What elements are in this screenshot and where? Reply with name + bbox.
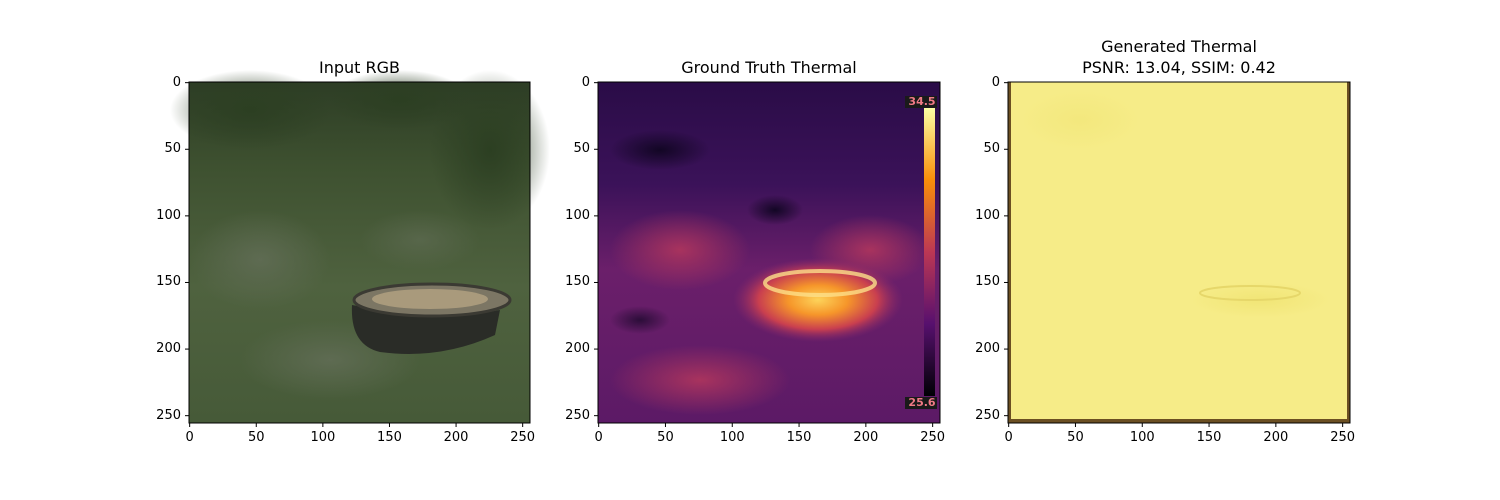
x-tick-label: 100	[1129, 430, 1155, 445]
y-tick-label: 250	[156, 407, 181, 423]
y-tick-label: 150	[975, 274, 1000, 290]
hot-stump-region	[733, 258, 903, 342]
y-tick-label: 0	[172, 74, 181, 90]
y-tick-label: 200	[975, 341, 1000, 357]
y-tick-label: 50	[573, 141, 590, 157]
y-tick-label: 150	[156, 274, 181, 290]
x-tick-label: 150	[1196, 430, 1222, 445]
thermal-colorbar	[924, 108, 935, 396]
x-tick-label: 200	[443, 430, 469, 445]
x-tick-label: 50	[657, 430, 674, 445]
x-tick-label: 100	[719, 430, 745, 445]
x-tick-label: 0	[1004, 430, 1013, 445]
y-tick-label: 200	[565, 341, 590, 357]
x-tick-label: 200	[1263, 430, 1289, 445]
tree-stump	[351, 282, 512, 354]
y-tick-label: 50	[164, 141, 181, 157]
y-tick-label: 100	[156, 207, 181, 223]
x-tick-label: 150	[786, 430, 812, 445]
y-tick-label: 100	[975, 207, 1000, 223]
y-tick-label: 0	[991, 74, 1000, 90]
x-tick-label: 200	[853, 430, 879, 445]
x-tick-label: 50	[1067, 430, 1084, 445]
x-tick-label: 250	[510, 430, 536, 445]
x-tick-label: 50	[247, 430, 265, 445]
x-tick-label: 0	[594, 430, 603, 445]
colorbar-max-label: 34.5	[908, 95, 936, 108]
colorbar-min-label: 25.6	[908, 396, 936, 409]
y-tick-label: 250	[565, 407, 590, 423]
y-tick-label: 100	[565, 207, 590, 223]
x-tick-label: 250	[920, 430, 946, 445]
panel-title-line1: Generated Thermal	[1101, 37, 1257, 56]
y-tick-label: 200	[156, 341, 181, 357]
y-tick-label: 250	[975, 407, 1000, 423]
x-tick-label: 100	[310, 430, 336, 445]
y-tick-label: 0	[581, 74, 590, 90]
panel-title: Ground Truth Thermal	[681, 58, 857, 77]
x-tick-label: 250	[1330, 430, 1356, 445]
x-tick-label: 150	[377, 430, 402, 445]
panel-title-metrics: PSNR: 13.04, SSIM: 0.42	[1082, 58, 1276, 77]
x-tick-label: 0	[185, 430, 194, 445]
y-tick-label: 150	[565, 274, 590, 290]
y-tick-label: 50	[983, 141, 1000, 157]
